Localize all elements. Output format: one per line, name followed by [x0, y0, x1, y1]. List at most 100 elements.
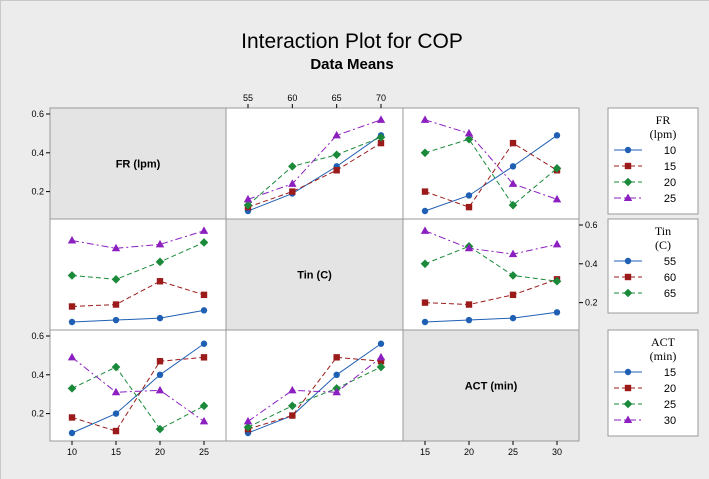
data-point-ACT-20	[156, 358, 164, 365]
diagonal-cell-Tin	[225, 218, 404, 331]
data-point-Tin-60	[421, 299, 429, 306]
data-point-FR-10	[421, 207, 429, 215]
data-point-ACT-15	[112, 410, 120, 417]
y-tick-label: 0.6	[585, 220, 598, 230]
data-point-Tin-70	[111, 243, 121, 252]
series-line-Tin-55	[71, 309, 205, 323]
data-point-FR-25	[552, 194, 562, 203]
legend-Tin: Tin(C) 55 60 65	[607, 218, 699, 314]
y-tick-label: 0.4	[585, 259, 598, 269]
data-point-ACT-25	[376, 362, 386, 372]
x-tick-label-Tin: 60	[287, 93, 297, 103]
data-point-ACT-30	[111, 387, 121, 396]
data-point-Tin-55	[509, 314, 517, 322]
x-tick-label-Tin: 55	[243, 93, 253, 103]
data-point-ACT-25	[243, 422, 253, 432]
data-point-Tin-70	[199, 226, 209, 234]
series-line-FR-25	[424, 119, 558, 200]
y-tick-label: 0.2	[31, 409, 44, 419]
diagonal-label-Tin: Tin (C)	[297, 270, 332, 282]
data-point-Tin-65	[508, 271, 518, 280]
y-tick-label: 0.6	[31, 109, 44, 119]
data-point-FR-10	[553, 132, 561, 139]
data-point-ACT-30	[199, 416, 209, 425]
data-point-ACT-30	[288, 385, 297, 394]
panel-ACT-by-FR	[420, 115, 562, 215]
diagonal-cell-ACT	[402, 329, 580, 442]
series-line-ACT-15	[71, 343, 205, 434]
legend-item-FR-10: 10	[664, 145, 676, 157]
data-point-Tin-70	[420, 226, 430, 234]
data-point-Tin-70	[552, 239, 562, 248]
data-point-ACT-25	[111, 362, 121, 372]
panel-cell-r0c1	[225, 107, 404, 220]
data-point-FR-20	[288, 162, 297, 171]
panel-Tin-by-ACT	[243, 340, 386, 437]
legend-item-ACT-20: 20	[664, 383, 676, 395]
chart-subtitle: Data Means	[310, 56, 393, 73]
legend-item-ACT-30: 30	[664, 415, 676, 427]
data-point-Tin-65	[552, 276, 562, 286]
series-line-FR-15	[247, 142, 382, 208]
data-point-Tin-65	[67, 271, 77, 280]
data-point-FR-25	[332, 130, 341, 139]
legend-swatch-marker	[624, 368, 632, 376]
data-point-FR-15	[465, 203, 473, 211]
data-point-Tin-55	[553, 309, 561, 316]
data-point-FR-25	[508, 179, 518, 187]
x-tick-label-FR: 25	[199, 447, 209, 457]
data-point-ACT-15	[156, 371, 164, 378]
data-point-FR-20	[376, 132, 386, 142]
data-point-FR-10	[509, 163, 517, 170]
data-point-Tin-60	[112, 301, 120, 308]
legend-title: Tin	[655, 224, 671, 238]
y-tick-label: 0.6	[31, 331, 44, 341]
legend-title: ACT	[651, 335, 676, 349]
data-point-FR-15	[333, 167, 340, 174]
data-point-ACT-15	[200, 340, 208, 347]
x-tick-label-FR: 10	[67, 447, 77, 457]
data-point-FR-15	[289, 188, 296, 195]
series-line-Tin-70	[71, 230, 205, 249]
legend-item-Tin-55: 55	[664, 256, 676, 268]
diagonal-cell-FR	[49, 107, 227, 220]
panel-Tin-by-FR	[243, 115, 386, 215]
legend-title: FR	[656, 113, 671, 127]
data-point-FR-20	[552, 164, 562, 173]
data-point-Tin-65	[155, 257, 165, 267]
data-point-ACT-30	[155, 385, 165, 394]
series-line-FR-20	[247, 136, 382, 206]
diagonal-label-FR: FR (lpm)	[116, 159, 161, 171]
data-point-FR-20	[243, 200, 253, 210]
legend-swatch-marker	[624, 146, 632, 154]
series-line-Tin-65	[424, 245, 558, 282]
legend-swatch-marker	[624, 257, 632, 265]
data-point-FR-15	[377, 139, 385, 147]
data-point-Tin-65	[199, 238, 209, 247]
data-point-ACT-15	[68, 429, 76, 437]
data-point-FR-20	[420, 148, 430, 158]
data-point-Tin-60	[68, 303, 76, 310]
x-tick-label-Tin: 70	[376, 93, 386, 103]
legend-title-unit: (C)	[655, 238, 671, 252]
series-line-ACT-20	[247, 356, 382, 430]
panel-FR-by-ACT	[67, 340, 209, 437]
legend-ACT: ACT(min) 15 20 25 30	[607, 329, 699, 437]
legend-box	[607, 218, 699, 314]
data-point-ACT-20	[200, 354, 208, 361]
series-line-ACT-25	[71, 366, 205, 430]
data-point-Tin-55	[112, 316, 120, 324]
data-point-Tin-70	[67, 236, 77, 244]
legend-item-ACT-25: 25	[664, 399, 676, 411]
series-line-ACT-30	[247, 356, 382, 422]
legend-item-FR-15: 15	[664, 161, 676, 173]
series-line-ACT-30	[71, 356, 205, 422]
data-point-Tin-65	[420, 259, 430, 269]
data-point-Tin-55	[465, 316, 473, 324]
data-point-Tin-70	[155, 239, 165, 248]
x-tick-label-ACT: 25	[508, 447, 518, 457]
legend-swatch-marker	[623, 399, 633, 409]
x-tick-label-FR: 15	[111, 447, 121, 457]
